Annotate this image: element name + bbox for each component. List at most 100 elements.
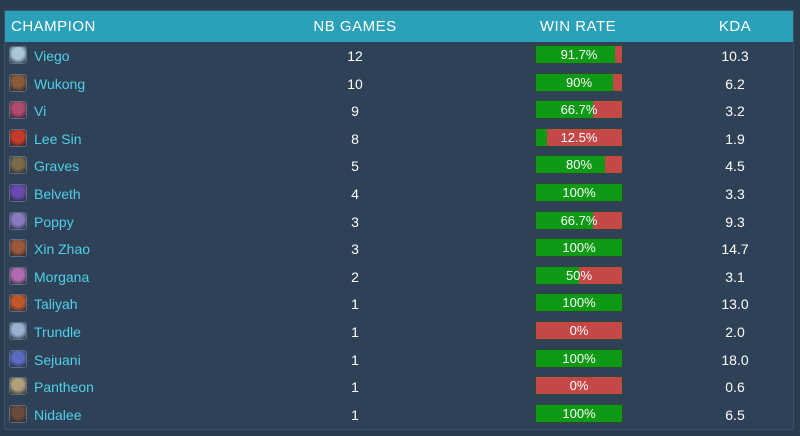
games-count: 3	[351, 213, 359, 230]
table-row[interactable]: Viego 12 91.7% 10.3	[5, 42, 793, 69]
win-rate-label: 50%	[565, 267, 593, 283]
champion-avatar-icon	[9, 156, 27, 175]
champion-name[interactable]: Belveth	[34, 186, 81, 202]
win-rate-label: 100%	[562, 185, 596, 200]
win-rate-bar: 66.7%	[535, 100, 623, 120]
table-row[interactable]: Morgana 2 50% 3.1	[5, 263, 793, 290]
champion-name[interactable]: Poppy	[34, 213, 74, 230]
win-rate-label: 91.7%	[560, 47, 598, 62]
table-row[interactable]: Belveth 4 100% 3.3	[5, 180, 793, 207]
champion-avatar-icon	[9, 211, 27, 230]
table-row[interactable]: Lee Sin 8 12.5% 1.9	[5, 125, 793, 152]
win-rate-label: 100%	[562, 350, 596, 366]
win-rate-fill	[536, 46, 615, 63]
champion-name[interactable]: Lee Sin	[34, 130, 82, 147]
table-row[interactable]: Graves 5 80% 4.5	[5, 152, 793, 179]
kda-value: 6.5	[725, 406, 745, 423]
table-row[interactable]: Sejuani 1 100% 18.0	[5, 346, 793, 373]
win-rate-bar: 0%	[535, 321, 623, 340]
champion-name[interactable]: Nidalee	[34, 406, 82, 423]
kda-value: 3.1	[725, 268, 745, 285]
games-count: 1	[351, 351, 359, 368]
win-rate-fill	[536, 101, 594, 119]
champion-avatar-icon	[9, 73, 27, 92]
games-count: 12	[347, 48, 363, 64]
table-row[interactable]: Nidalee 1 100% 6.5	[5, 401, 793, 428]
column-header-champion[interactable]: CHAMPION	[11, 18, 96, 35]
champion-avatar-icon	[9, 322, 27, 340]
champion-avatar-icon	[9, 377, 27, 396]
champion-avatar-icon	[9, 349, 27, 368]
win-rate-fill	[536, 266, 579, 284]
column-header-games[interactable]: NB GAMES	[313, 18, 397, 35]
champion-name[interactable]: Trundle	[34, 324, 81, 340]
champion-name[interactable]: Morgana	[34, 268, 90, 285]
kda-value: 10.3	[721, 48, 749, 64]
win-rate-bar: 66.7%	[535, 210, 623, 230]
column-header-win-rate[interactable]: WIN RATE	[539, 18, 617, 35]
win-rate-bar: 50%	[535, 265, 623, 285]
win-rate-bar: 90%	[535, 72, 623, 92]
table-row[interactable]: Taliyah 1 100% 13.0	[5, 290, 793, 317]
win-rate-bar: 100%	[535, 238, 623, 258]
games-count: 9	[351, 103, 359, 120]
win-rate-label: 80%	[565, 157, 593, 173]
champion-avatar-icon	[9, 266, 27, 285]
champion-name[interactable]: Vi	[34, 103, 47, 120]
win-rate-label: 12.5%	[560, 129, 598, 145]
win-rate-fill	[536, 294, 622, 312]
kda-value: 0.6	[725, 379, 745, 396]
champion-name[interactable]: Sejuani	[34, 351, 81, 368]
win-rate-fill	[536, 156, 605, 174]
win-rate-fill	[536, 184, 622, 201]
games-count: 1	[351, 379, 359, 396]
table-row[interactable]: Trundle 1 0% 2.0	[5, 318, 793, 345]
champion-stats-table: CHAMPION NB GAMES WIN RATE KDA Viego 12 91…	[4, 10, 794, 430]
champion-avatar-icon	[9, 404, 27, 423]
table-header: CHAMPION NB GAMES WIN RATE KDA	[5, 11, 793, 42]
kda-value: 9.3	[725, 213, 745, 230]
kda-value: 3.2	[725, 103, 745, 120]
win-rate-label: 90%	[565, 74, 593, 90]
table-row[interactable]: Xin Zhao 3 100% 14.7	[5, 235, 793, 262]
win-rate-fill	[536, 128, 547, 146]
win-rate-fill	[536, 73, 614, 91]
win-rate-bar: 100%	[535, 183, 623, 202]
table-row[interactable]: Poppy 3 66.7% 9.3	[5, 208, 793, 235]
kda-value: 1.9	[725, 130, 745, 147]
champion-avatar-icon	[9, 101, 27, 120]
win-rate-label: 100%	[562, 240, 596, 256]
table-row[interactable]: Vi 9 66.7% 3.2	[5, 97, 793, 124]
champion-avatar-icon	[9, 46, 27, 64]
games-count: 2	[351, 268, 359, 285]
champion-name[interactable]: Graves	[34, 158, 80, 175]
win-rate-bar: 12.5%	[535, 127, 623, 147]
champion-name[interactable]: Xin Zhao	[34, 241, 91, 258]
champion-name[interactable]: Pantheon	[34, 379, 94, 396]
win-rate-bar: 91.7%	[535, 45, 623, 64]
win-rate-label: 0%	[569, 378, 589, 394]
kda-value: 6.2	[725, 75, 745, 92]
games-count: 1	[351, 296, 359, 313]
champion-avatar-icon	[9, 239, 27, 258]
champion-avatar-icon	[9, 294, 27, 313]
champion-name[interactable]: Taliyah	[34, 296, 78, 313]
champion-name[interactable]: Viego	[34, 48, 70, 64]
win-rate-label: 66.7%	[560, 102, 598, 118]
champion-name[interactable]: Wukong	[34, 75, 86, 92]
kda-value: 14.7	[721, 241, 749, 258]
kda-value: 13.0	[721, 296, 749, 313]
games-count: 1	[351, 406, 359, 423]
win-rate-bar: 80%	[535, 155, 623, 175]
win-rate-bar: 100%	[535, 348, 623, 368]
win-rate-label: 100%	[562, 405, 596, 421]
games-count: 5	[351, 158, 359, 175]
games-count: 4	[351, 186, 359, 202]
table-row[interactable]: Wukong 10 90% 6.2	[5, 70, 793, 97]
kda-value: 4.5	[725, 158, 745, 175]
table-row[interactable]: Pantheon 1 0% 0.6	[5, 373, 793, 400]
column-header-kda[interactable]: KDA	[718, 18, 752, 35]
games-count: 10	[347, 75, 363, 92]
win-rate-label: 0%	[569, 323, 589, 338]
champion-avatar-icon	[9, 184, 27, 202]
